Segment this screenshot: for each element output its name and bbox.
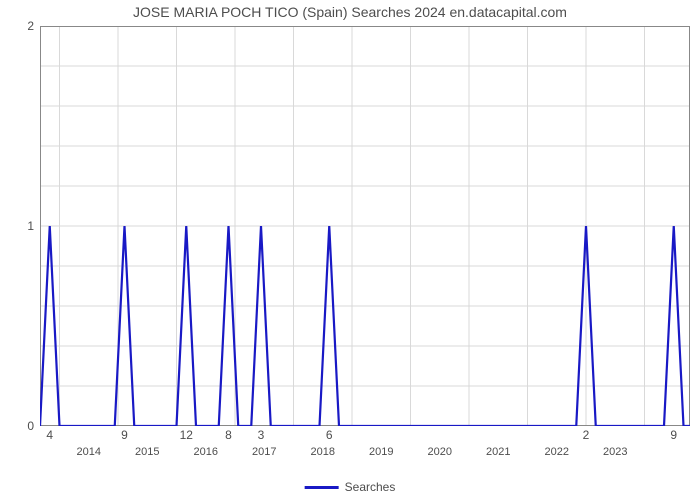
- xaxis-count-label: 8: [214, 428, 244, 442]
- legend-label: Searches: [345, 480, 396, 494]
- xaxis-count-label: 9: [110, 428, 140, 442]
- xaxis-year-label: 2019: [356, 446, 406, 458]
- yaxis-tick-label: 1: [10, 219, 34, 233]
- xaxis-year-label: 2021: [473, 446, 523, 458]
- xaxis-year-label: 2023: [590, 446, 640, 458]
- xaxis-year-label: 2018: [298, 446, 348, 458]
- xaxis-year-label: 2022: [532, 446, 582, 458]
- chart-title: JOSE MARIA POCH TICO (Spain) Searches 20…: [0, 4, 700, 20]
- xaxis-count-label: 12: [171, 428, 201, 442]
- xaxis-year-label: 2015: [122, 446, 172, 458]
- xaxis-count-label: 2: [571, 428, 601, 442]
- yaxis-tick-label: 0: [10, 419, 34, 433]
- legend: Searches: [305, 480, 396, 494]
- xaxis-count-label: 4: [35, 428, 65, 442]
- xaxis-year-label: 2014: [64, 446, 114, 458]
- xaxis-year-label: 2017: [239, 446, 289, 458]
- yaxis-tick-label: 2: [10, 19, 34, 33]
- legend-line: [305, 486, 339, 489]
- xaxis-count-label: 6: [314, 428, 344, 442]
- xaxis-year-label: 2016: [181, 446, 231, 458]
- xaxis-count-label: 9: [659, 428, 689, 442]
- xaxis-year-label: 2020: [415, 446, 465, 458]
- xaxis-count-label: 3: [246, 428, 276, 442]
- chart-plot: [40, 26, 690, 426]
